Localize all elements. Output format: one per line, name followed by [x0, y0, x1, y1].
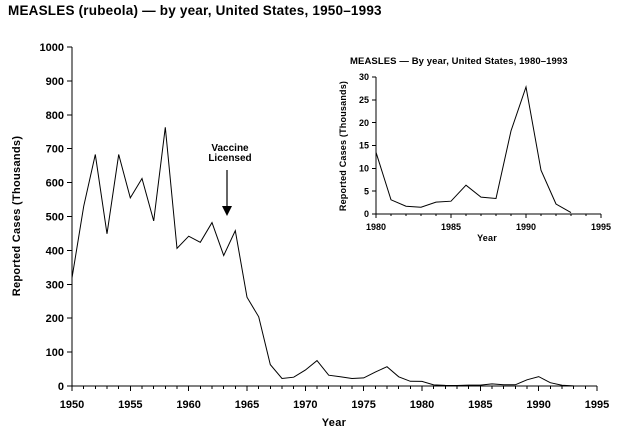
inset-x-tick-label: 1990: [516, 222, 536, 232]
main-y-tick-label: 500: [46, 211, 64, 223]
inset-y-tick-label: 10: [359, 164, 369, 174]
inset-chart-title: MEASLES — By year, United States, 1980–1…: [350, 56, 568, 67]
inset-y-tick-label: 20: [359, 118, 369, 128]
vaccine-annotation-line2: Licensed: [208, 153, 251, 164]
inset-x-tick-label: 1995: [591, 222, 611, 232]
main-y-tick-label: 600: [46, 178, 64, 190]
main-x-tick-label: 1990: [526, 399, 550, 411]
main-x-tick-label: 1965: [235, 399, 259, 411]
main-x-tick-label: 1980: [410, 399, 434, 411]
page-title: MEASLES (rubeola) — by year, United Stat…: [8, 3, 382, 18]
vaccine-annotation: Vaccine Licensed: [208, 143, 252, 216]
vaccine-annotation-line1: Vaccine: [211, 143, 249, 154]
main-x-tick-label: 1995: [585, 399, 609, 411]
inset-series-line: [375, 85, 572, 214]
inset-y-tick-label: 0: [364, 209, 369, 219]
inset-y-axis-title: Reported Cases (Thousands): [338, 81, 348, 211]
main-x-tick-label: 1955: [118, 399, 142, 411]
main-y-tick-label: 400: [46, 245, 64, 257]
inset-x-tick-label: 1980: [366, 222, 386, 232]
inset-chart: 0 5 10 15 20 25 30 1980 1985 1990 1995: [359, 72, 611, 232]
main-series-line: [71, 127, 574, 387]
main-y-tick-label: 700: [46, 144, 64, 156]
main-x-tick-label: 1975: [351, 399, 375, 411]
main-x-tick-label: 1950: [60, 399, 84, 411]
main-y-tick-label: 100: [46, 347, 64, 359]
inset-y-tick-label: 25: [359, 95, 369, 105]
main-y-tick-label: 300: [46, 279, 64, 291]
main-x-tick-label: 1970: [293, 399, 317, 411]
main-y-tick-label: 1000: [40, 42, 64, 54]
inset-y-tick-label: 15: [359, 141, 369, 151]
main-y-tick-label: 0: [58, 381, 64, 393]
vaccine-arrow-head-icon: [222, 206, 232, 216]
inset-y-tick-label: 30: [359, 72, 369, 82]
main-y-tick-label: 800: [46, 110, 64, 122]
main-x-axis-title: Year: [322, 417, 347, 429]
main-x-tick-label: 1960: [176, 399, 200, 411]
main-x-tick-label: 1985: [468, 399, 492, 411]
inset-x-tick-label: 1985: [441, 222, 461, 232]
main-y-tick-label: 200: [46, 313, 64, 325]
inset-y-tick-label: 5: [364, 186, 369, 196]
inset-x-axis-title: Year: [477, 233, 497, 243]
main-y-axis-title: Reported Cases (Thousands): [11, 136, 23, 297]
main-y-tick-label: 900: [46, 76, 64, 88]
